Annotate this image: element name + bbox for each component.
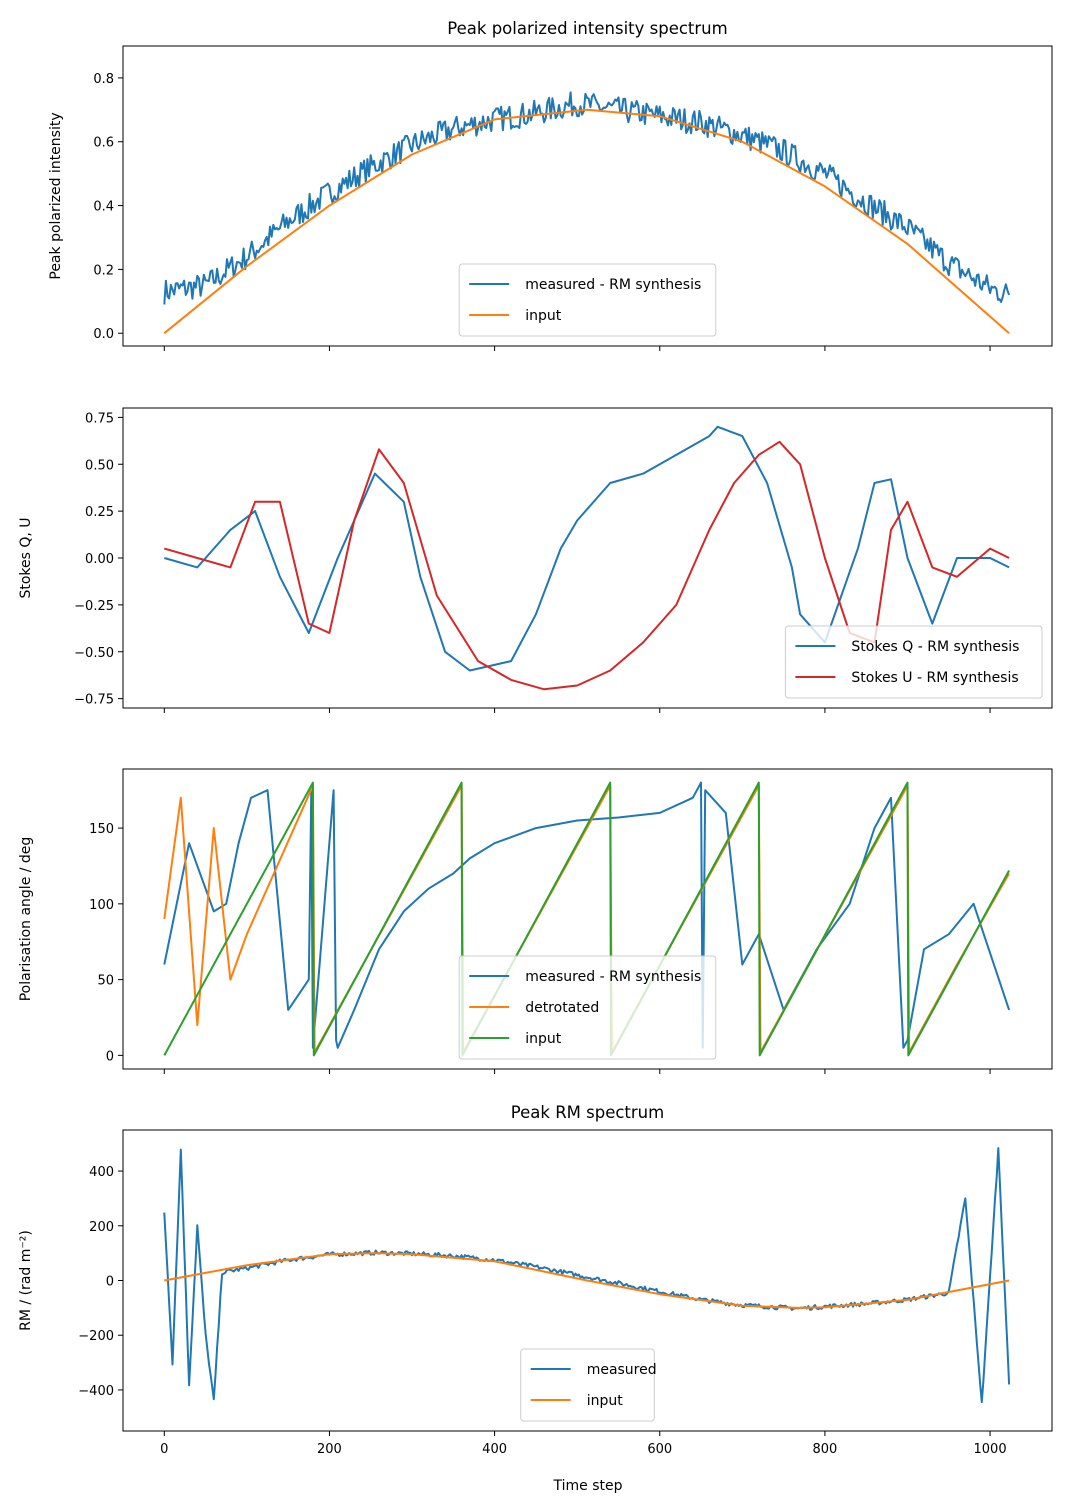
legend-box <box>520 1348 655 1422</box>
legend: measured - RM synthesis input <box>458 263 717 337</box>
plot-area <box>163 1147 1011 1404</box>
x-tick-label: 400 <box>482 1442 507 1457</box>
y-tick-label: 0.75 <box>85 411 114 426</box>
series-line-input <box>163 781 1010 1057</box>
series-line-measured-rm-synthesis <box>163 781 1011 1049</box>
legend: measured input <box>520 1348 657 1422</box>
panel-stokes-q-u: −0.75 −0.50 −0.25 0.00 0.25 0.50 0.75 Stokes Q,… <box>18 407 1053 713</box>
y-tick-label: 0 <box>106 1275 114 1290</box>
legend-box <box>458 955 717 1060</box>
legend-entry: input <box>587 1393 624 1409</box>
x-axis-label: Time step <box>553 1478 623 1494</box>
y-tick-label: 0.2 <box>93 263 114 278</box>
y-tick-label: 0.00 <box>85 552 114 567</box>
x-tick-label: 1000 <box>974 1442 1007 1457</box>
y-axis-label: Peak polarized intensity <box>48 112 64 279</box>
y-tick-label: −0.25 <box>74 599 114 614</box>
axes-frame <box>122 768 1053 1070</box>
legend-entry: input <box>525 308 562 324</box>
legend: Stokes Q - RM synthesis Stokes U - RM syn… <box>784 625 1043 699</box>
panel-peak-rm-spectrum: −400 −200 0 200 400 0 200 400 600 800 1000 RM / (ra… <box>18 1103 1053 1457</box>
y-tick-label: −0.75 <box>74 693 114 708</box>
x-tick-label: 800 <box>812 1442 837 1457</box>
series-line-measured-rm-synthesis <box>163 91 1011 305</box>
series-line-input <box>163 108 1010 334</box>
y-tick-label: 0.8 <box>93 72 114 87</box>
chart-title: Peak RM spectrum <box>511 1103 664 1122</box>
y-tick-label: 0.50 <box>85 458 114 473</box>
x-tick-label: 0 <box>160 1442 168 1457</box>
plot-area <box>163 91 1011 334</box>
panel-polarisation-angle: 0 50 100 150 Polarisation angle / deg measure… <box>18 768 1053 1074</box>
series-line-input <box>164 1252 1010 1309</box>
legend-entry: Stokes U - RM synthesis <box>851 670 1018 686</box>
y-tick-label: 200 <box>89 1220 114 1235</box>
y-axis-label: Stokes Q, U <box>18 517 34 598</box>
legend-entry: measured - RM synthesis <box>525 277 701 293</box>
legend: measured - RM synthesis detrotated input <box>458 955 717 1060</box>
y-tick-label: 0.4 <box>93 200 114 215</box>
y-tick-label: −200 <box>78 1329 114 1344</box>
axes-frame <box>122 45 1053 347</box>
plot-area <box>164 425 1010 691</box>
series-line-stokes-u-rm-synthesis <box>164 440 1010 691</box>
x-tick-label: 200 <box>317 1442 342 1457</box>
legend-entry: Stokes Q - RM synthesis <box>851 639 1019 655</box>
chart-title: Peak polarized intensity spectrum <box>447 19 727 38</box>
y-tick-label: −0.50 <box>74 646 114 661</box>
y-tick-label: 0.0 <box>93 327 114 342</box>
y-axis-label: RM / (rad m⁻²) <box>18 1230 34 1331</box>
y-tick-label: −400 <box>78 1384 114 1399</box>
y-tick-label: 100 <box>89 898 114 913</box>
panel-peak-polarized-intensity: 0.0 0.2 0.4 0.6 0.8 Peak polarized intensity P… <box>48 19 1053 351</box>
plot-area <box>163 781 1011 1057</box>
legend-entry: measured - RM synthesis <box>525 969 701 985</box>
y-tick-label: 0 <box>106 1049 114 1064</box>
legend-box <box>458 263 717 337</box>
y-tick-label: 0.25 <box>85 505 114 520</box>
y-tick-label: 50 <box>97 974 114 989</box>
legend-entry: measured <box>587 1362 657 1378</box>
legend-box <box>784 625 1043 699</box>
y-tick-label: 400 <box>89 1165 114 1180</box>
y-axis-label: Polarisation angle / deg <box>18 837 34 1002</box>
x-tick-label: 600 <box>647 1442 672 1457</box>
legend-entry: detrotated <box>525 1000 599 1016</box>
series-line-stokes-q-rm-synthesis <box>164 425 1010 672</box>
y-tick-label: 150 <box>89 822 114 837</box>
y-tick-label: 0.6 <box>93 136 114 151</box>
legend-entry: input <box>525 1031 562 1047</box>
